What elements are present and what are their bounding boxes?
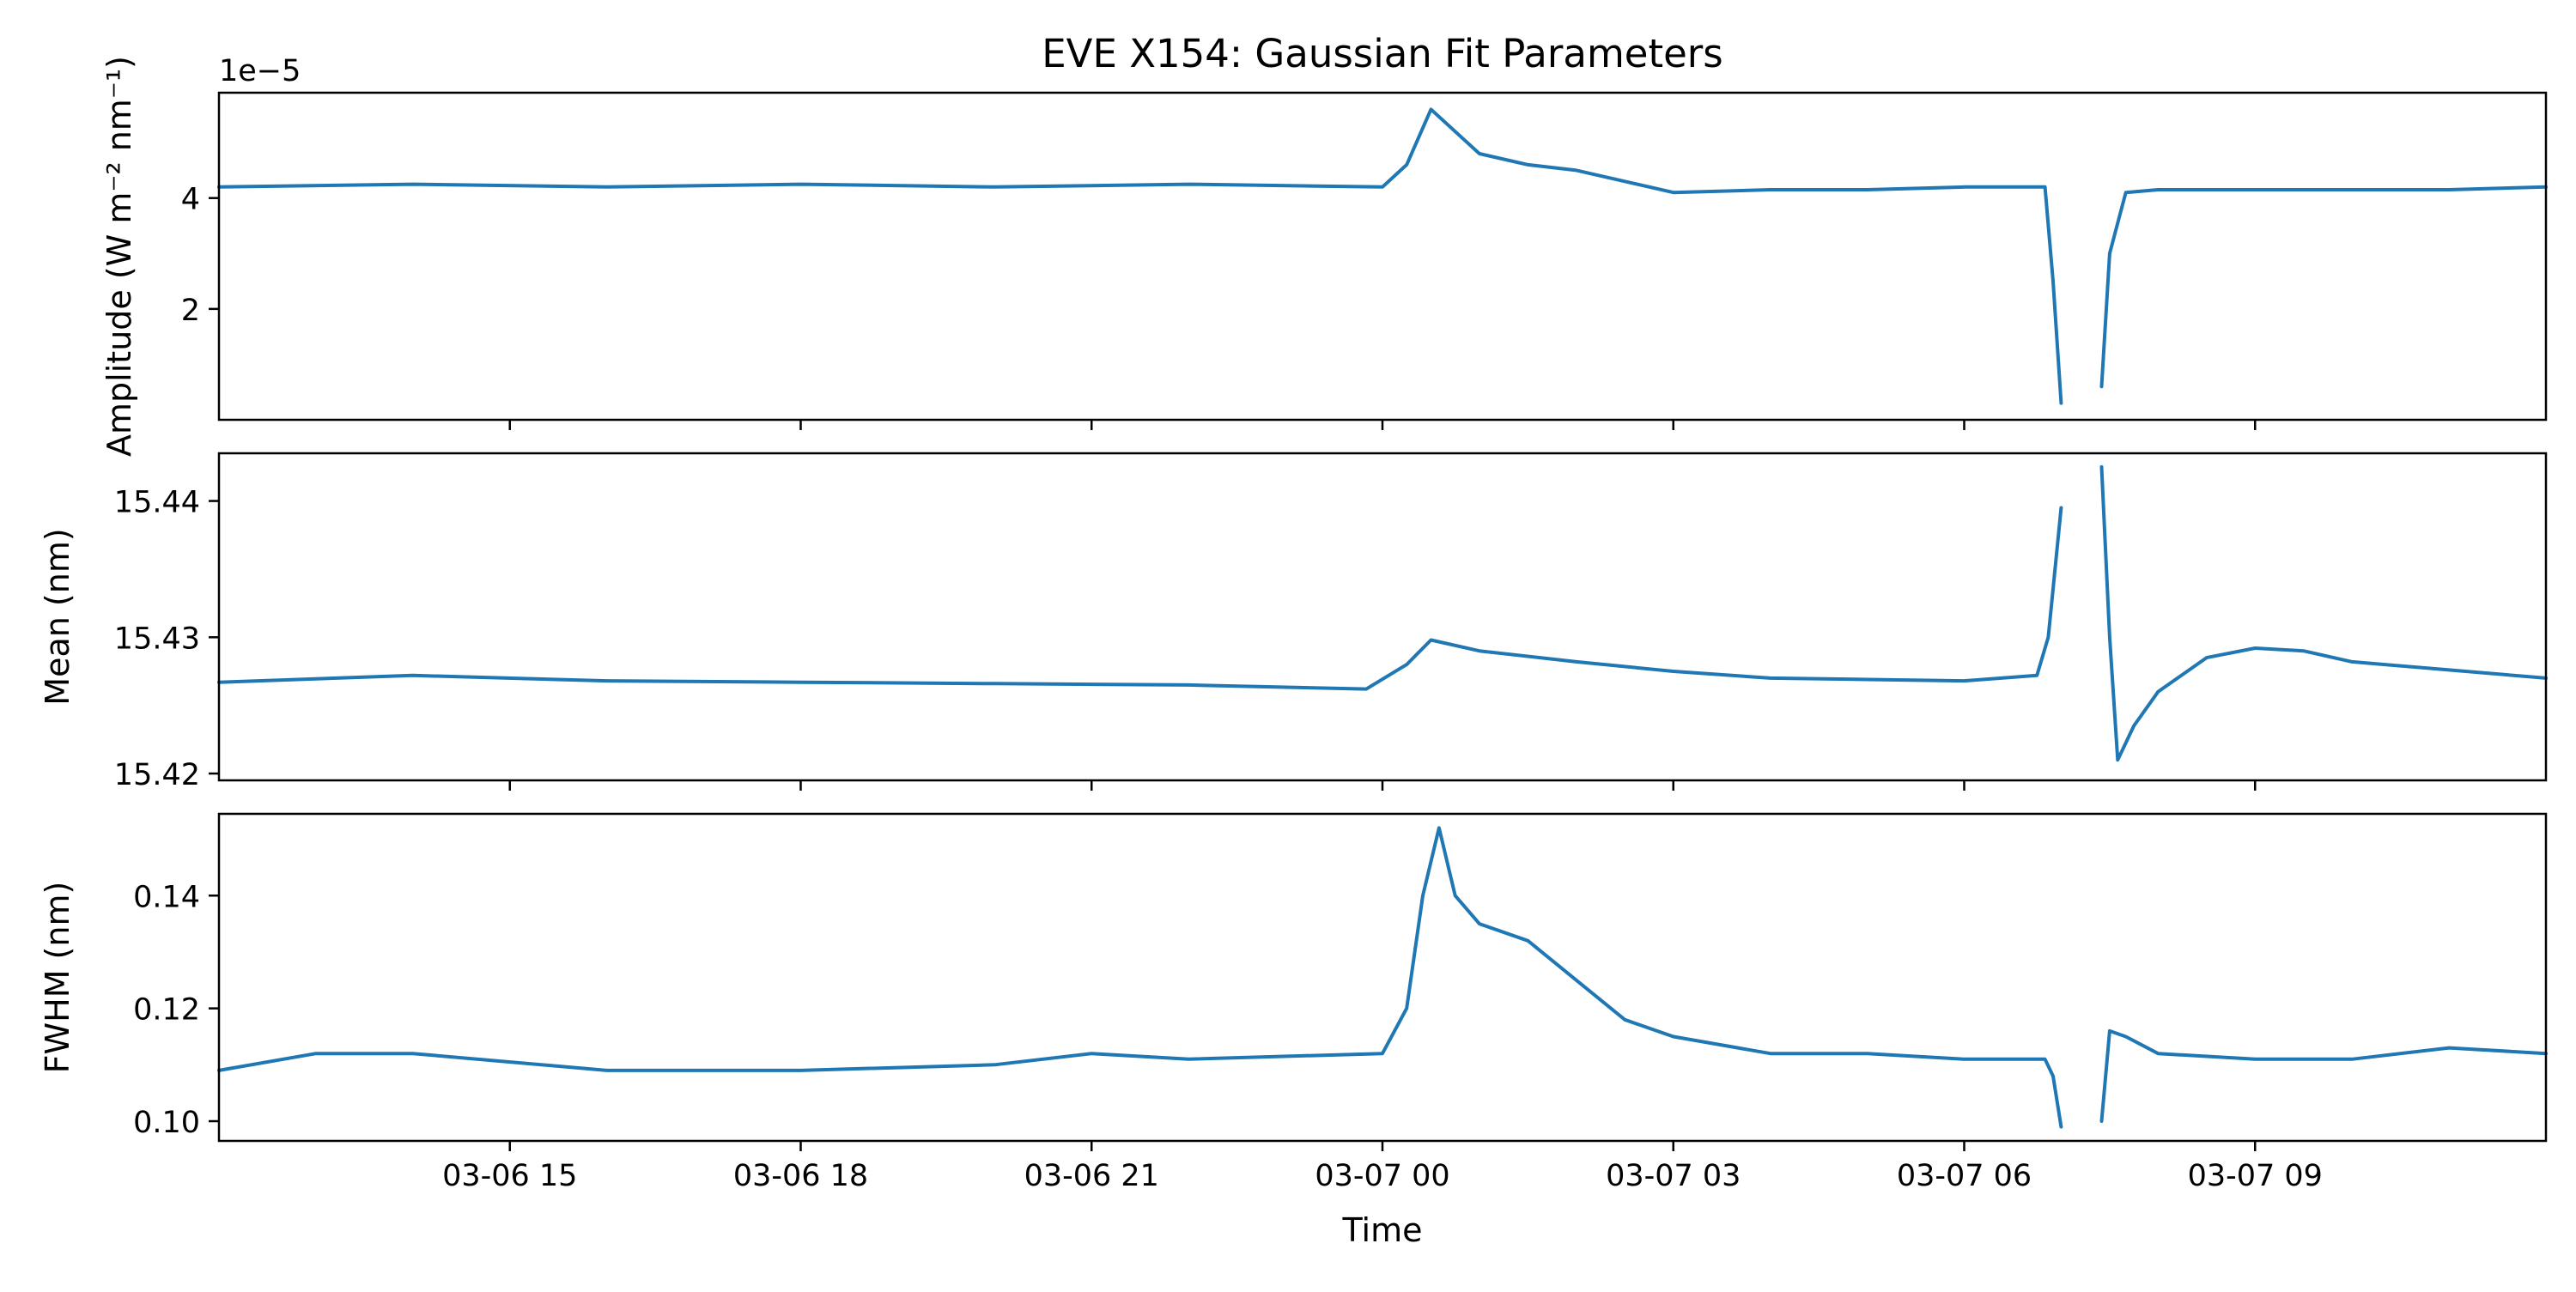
x-tick-label: 03-06 21	[1024, 1159, 1159, 1193]
x-tick-label: 03-07 06	[1897, 1159, 2032, 1193]
y-tick-label-panel-2: 15.42	[114, 758, 200, 792]
y-tick-label-panel-1: 4	[181, 183, 200, 217]
chart-title: EVE X154: Gaussian Fit Parameters	[1042, 31, 1723, 76]
y-tick-label-panel-2: 15.43	[114, 622, 200, 656]
y-axis-label-panel-3: FWHM (nm)	[39, 882, 76, 1074]
y-axis-label-panel-2: Mean (nm)	[39, 528, 76, 705]
x-tick-label: 03-07 03	[1606, 1159, 1741, 1193]
x-tick-label: 03-06 15	[442, 1159, 577, 1193]
y-axis-label-panel-1: Amplitude (W m⁻² nm⁻¹)	[100, 56, 138, 457]
y-offset-text-panel-1: 1e−5	[219, 54, 301, 88]
x-tick-label: 03-07 00	[1315, 1159, 1449, 1193]
y-tick-label-panel-2: 15.44	[114, 486, 200, 520]
series-line-panel-1	[217, 107, 2548, 405]
x-tick-label: 03-07 09	[2188, 1159, 2323, 1193]
y-tick-label-panel-1: 2	[181, 294, 200, 328]
series-line-panel-2	[217, 464, 2548, 762]
y-tick-label-panel-3: 0.14	[133, 880, 200, 914]
series-line-panel-3	[217, 826, 2548, 1129]
x-axis-label: Time	[1342, 1211, 1423, 1249]
y-tick-label-panel-3: 0.12	[133, 993, 200, 1028]
y-tick-label-panel-3: 0.10	[133, 1106, 200, 1140]
x-tick-label: 03-06 18	[733, 1159, 868, 1193]
